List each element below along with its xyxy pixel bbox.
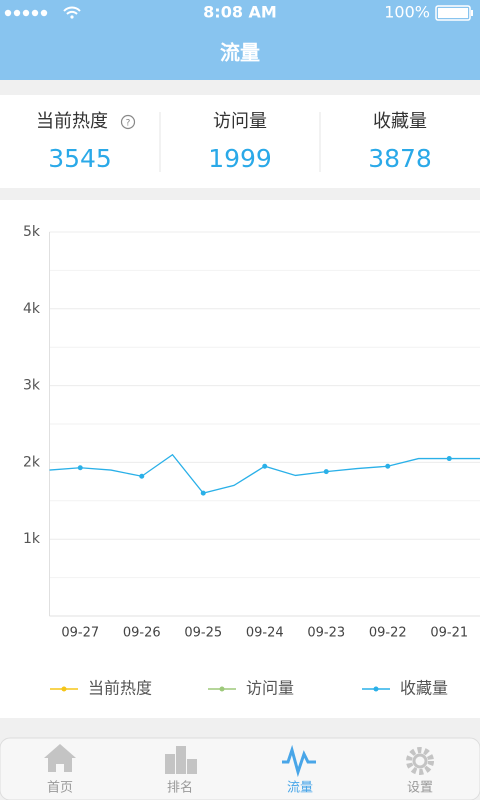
help-icon[interactable]: [120, 114, 136, 130]
stat-value: 3545: [48, 144, 112, 173]
help-mark: ?: [126, 119, 131, 129]
point: [262, 463, 268, 469]
stat-label: 访问量: [213, 111, 267, 132]
tab-label[interactable]: 排名: [167, 780, 193, 796]
wifi-icon: [63, 6, 81, 15]
signal: [4, 9, 48, 17]
point: [385, 463, 391, 469]
y-tick-label: 4k: [23, 301, 41, 317]
legend-label: 收藏量: [400, 679, 448, 698]
battery: [435, 5, 471, 21]
tab-label[interactable]: 流量: [287, 781, 313, 796]
point: [200, 490, 206, 496]
legend-label: 当前热度: [88, 679, 152, 698]
y-tick-label: 3k: [23, 378, 41, 394]
settings-hub: [412, 753, 428, 769]
legend-label: 访问量: [246, 679, 294, 698]
stats-panel: [0, 95, 480, 188]
time: 8:08 AM: [203, 3, 277, 22]
stat-value: 3878: [368, 144, 432, 173]
battery-text: 100%: [384, 3, 430, 22]
settings-icon[interactable]: [406, 747, 434, 775]
y-tick-label: 5k: [23, 224, 41, 240]
x-tick-label: 09-26: [123, 626, 161, 641]
x-tick-label: 09-24: [246, 626, 284, 641]
x-tick-label: 09-23: [307, 626, 345, 641]
x-tick-label: 09-25: [184, 626, 222, 641]
stat-value: 1999: [208, 144, 272, 173]
chart-panel: [0, 200, 480, 718]
point: [139, 473, 145, 479]
battery-tip: [471, 10, 473, 16]
point: [323, 469, 329, 475]
y-tick-label: 1k: [23, 531, 41, 547]
home-icon[interactable]: [44, 744, 76, 772]
stat-label: 收藏量: [373, 111, 427, 132]
wifi-dot: [70, 15, 74, 19]
battery-level: [438, 8, 468, 18]
flow-icon[interactable]: [282, 744, 316, 778]
point: [77, 465, 83, 471]
title: 流量: [220, 41, 260, 65]
stat-label: 当前热度: [36, 111, 108, 132]
tab-bar: [0, 737, 480, 800]
x-tick-label: 09-22: [369, 626, 407, 641]
legend-dot: [373, 686, 379, 692]
y-tick-label: 2k: [23, 454, 41, 470]
tab-label[interactable]: 设置: [407, 781, 433, 796]
x-tick-label: 09-21: [430, 626, 468, 641]
app-bar: [0, 0, 480, 80]
point: [446, 456, 452, 462]
tab-label[interactable]: 首页: [47, 781, 73, 796]
legend-dot: [61, 686, 67, 692]
rank-icon[interactable]: [165, 746, 197, 774]
legend-dot: [219, 686, 225, 692]
x-tick-label: 09-27: [61, 626, 99, 641]
